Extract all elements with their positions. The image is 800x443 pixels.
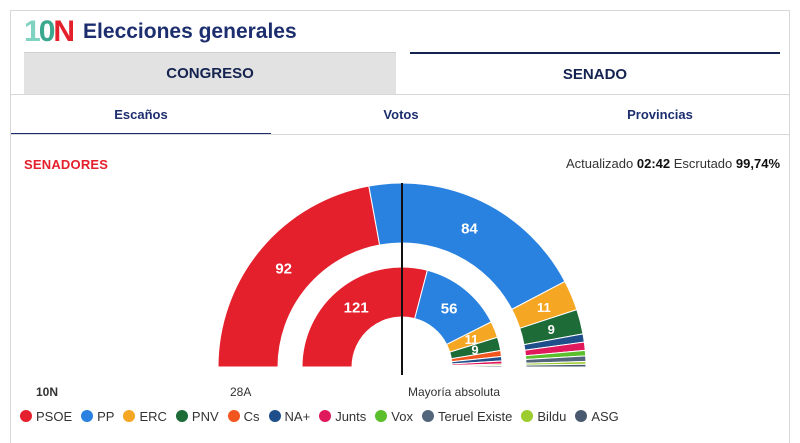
updated-label: Actualizado [566,156,634,171]
legend-item: PNV [175,408,219,424]
label-majority: Mayoría absoluta [408,385,501,399]
inner-slice-asg [451,364,503,368]
legend-swatch [227,410,240,422]
legend-label: ERC [139,408,167,424]
legend-swatch [575,410,588,422]
tab-congreso[interactable]: CONGRESO [24,52,396,94]
widget-frame [10,10,790,443]
section-title: SENADORES [24,157,109,172]
legend-item: Junts [319,409,366,424]
legend-swatch [81,410,94,422]
legend-item: ASG [575,408,619,424]
inner-slice-psoe [301,266,429,368]
legend-item: Cs [227,408,260,424]
scrutiny-value: 99,74% [735,156,780,171]
label-previous: 28A [230,385,252,399]
legend-item: PSOE [20,409,72,424]
label-current: 10N [36,385,59,399]
legend: PSOE PP ERC PNV Cs NA+ Junts Vox Teruel Existe Bi… [20,406,790,426]
outer-label-erc: 11 [537,300,551,315]
updated-time: 02:42 [636,156,671,171]
legend-swatch [123,410,136,422]
legend-item: Vox [375,409,413,424]
subtab-escanos[interactable]: Escaños [11,95,271,135]
legend-label: PNV [191,408,219,424]
inner-label-pnv: 9 [471,343,478,358]
legend-swatch [175,410,188,422]
outer-slice-asg [525,363,587,368]
legend-label: Junts [335,408,367,424]
legend-swatch [20,410,32,422]
legend-item: NA+ [268,408,311,424]
legend-label: PP [97,408,115,424]
inner-label-pp: 56 [441,301,458,318]
subtab-provincias[interactable]: Provincias [627,106,693,122]
status-line: Actualizado 02:42 Escrutado 99,74% [566,156,780,171]
legend-swatch [268,410,281,422]
legend-item: ERC [123,408,167,424]
legend-swatch [319,410,332,422]
legend-item: PP [81,409,114,424]
legend-label: Teruel Existe [437,408,513,424]
tab-senado[interactable]: SENADO [410,52,780,94]
legend-label: NA+ [284,408,311,424]
legend-label: Bildu [537,408,567,424]
view-subtabs: Escaños Votos Provincias [11,94,789,135]
chart-labels: 10N 28A Mayoría absoluta [0,385,800,403]
legend-label: Cs [243,408,260,424]
subtabs-divider [11,134,789,135]
legend-swatch [421,410,434,422]
legend-swatch [521,410,534,422]
outer-label-pp: 84 [461,221,478,238]
scrutiny-label: Escrutado [673,156,733,171]
chamber-tabs: CONGRESO SENADO [24,52,780,94]
legend-item: Bildu [521,409,566,424]
inner-label-psoe: 121 [344,300,369,317]
legend-label: Vox [391,408,413,424]
subtab-votos[interactable]: Votos [383,106,419,122]
legend-label: ASG [591,408,619,424]
legend-label: PSOE [36,408,73,424]
outer-label-psoe: 92 [275,260,292,277]
outer-label-pnv: 9 [548,322,555,337]
inner-label-erc: 11 [465,332,479,347]
app-title: Elecciones generales [83,20,297,43]
legend-item: Teruel Existe [421,408,513,424]
legend-swatch [375,410,388,422]
